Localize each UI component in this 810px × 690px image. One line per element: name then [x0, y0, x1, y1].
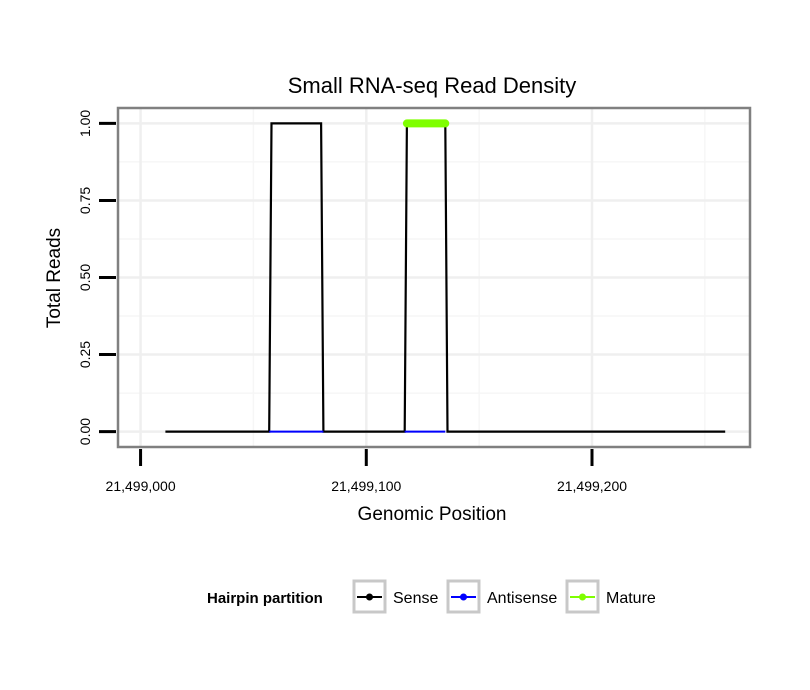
x-tick-label: 21,499,200	[557, 478, 627, 494]
y-tick-label: 0.00	[77, 418, 93, 445]
legend-key-point	[579, 593, 586, 601]
x-axis: 21,499,000 21,499,100 21,499,200	[106, 449, 627, 494]
y-tick-label: 0.50	[77, 264, 93, 291]
y-axis-title: Total Reads	[44, 228, 65, 328]
x-tick-label: 21,499,000	[106, 478, 176, 494]
grid	[118, 108, 750, 447]
x-axis-title: Genomic Position	[358, 504, 507, 525]
series-layer	[165, 119, 726, 433]
y-axis: 0.00 0.25 0.50 0.75 1.00	[77, 110, 116, 445]
y-tick-label: 0.25	[77, 341, 93, 368]
legend-label: Antisense	[487, 590, 557, 607]
sense-series-line	[165, 122, 726, 433]
y-tick-label: 0.75	[77, 187, 93, 214]
x-tick-label: 21,499,100	[331, 478, 401, 494]
plot-panel-border	[116, 106, 752, 449]
legend-key-point	[366, 593, 373, 601]
y-tick-label: 1.00	[77, 110, 93, 137]
legend-label: Sense	[393, 590, 438, 607]
chart-title: Small RNA-seq Read Density	[288, 73, 577, 98]
legend: Hairpin partition Sense Antisense Mature	[207, 579, 656, 614]
legend-key-point	[460, 593, 467, 601]
legend-title: Hairpin partition	[207, 590, 323, 607]
legend-label: Mature	[606, 590, 656, 607]
